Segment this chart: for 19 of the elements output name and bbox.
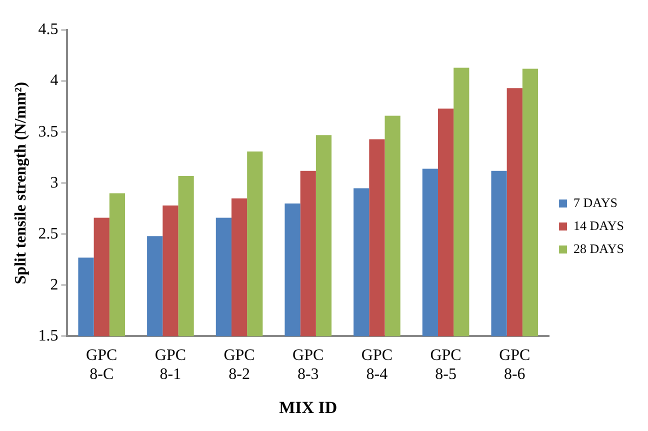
x-tick-label: GPC 8-2 <box>224 347 255 384</box>
y-tick-label: 1.5 <box>38 327 58 344</box>
legend-label: 14 DAYS <box>574 218 624 233</box>
y-tick-label: 4.5 <box>38 21 58 38</box>
x-tick-label: GPC 8-4 <box>361 347 393 384</box>
x-tick-label: GPC 8-C <box>86 347 118 384</box>
x-tick-label: GPC 8-5 <box>430 347 462 384</box>
y-axis-title: Split tensile strength (N/mm²) <box>12 82 30 284</box>
y-tick-label: 2.5 <box>38 225 58 242</box>
legend-label: 28 DAYS <box>574 240 624 256</box>
y-tick-label: 3.5 <box>38 123 58 140</box>
x-tick-label: GPC 8-3 <box>292 347 324 384</box>
legend-label: 7 DAYS <box>574 194 618 210</box>
y-tick-label: 3 <box>50 174 58 192</box>
x-tick-label: GPC 8-6 <box>499 347 530 384</box>
y-tick-label: 4 <box>50 72 58 90</box>
y-tick-label: 2 <box>50 276 58 294</box>
x-axis-title: MIX ID <box>279 398 338 418</box>
x-tick-label: GPC 8-1 <box>154 347 186 384</box>
